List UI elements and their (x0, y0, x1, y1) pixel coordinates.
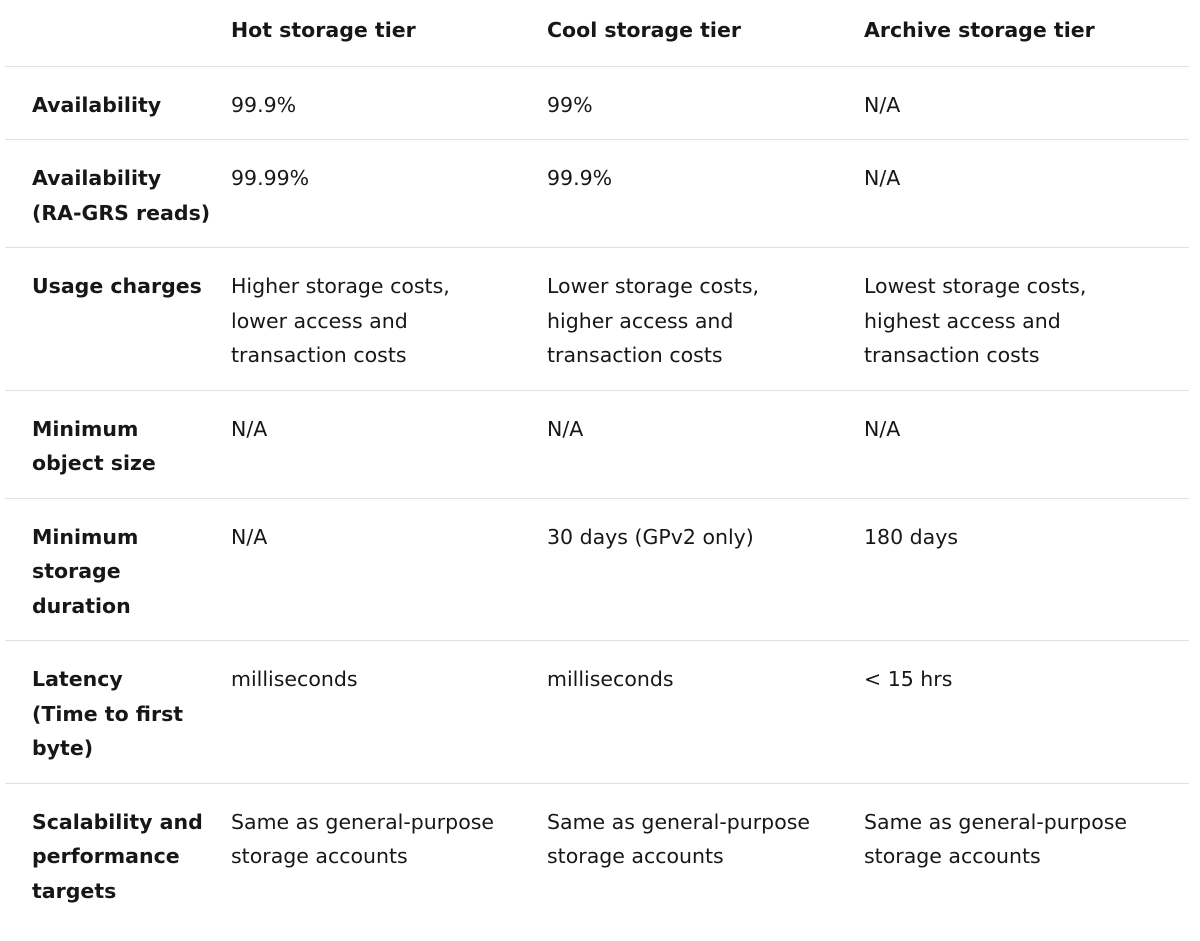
hot-tier-cell-line: milliseconds (231, 667, 358, 691)
cool-tier-cell: 30 days (GPv2 only) (544, 498, 861, 641)
cool-tier-cell: Lower storage costs, higher access and tra… (544, 248, 861, 391)
archive-tier-cell: N/A (861, 66, 1189, 140)
hot-tier-cell: Higher storage costs, lower access and tra… (228, 248, 544, 391)
archive-tier-cell-line: N/A (864, 166, 901, 190)
cool-tier-cell: Same as general-purpose storage accounts (544, 783, 861, 925)
cool-tier-cell-line: Lower storage costs, (547, 274, 760, 298)
archive-tier-cell-line: storage accounts (864, 844, 1041, 868)
archive-tier-cell-line: 180 days (864, 524, 959, 549)
row-label-line: targets (32, 878, 117, 903)
table-header: Hot storage tier Cool storage tier Archi… (5, 0, 1189, 67)
row-label-line: (Time to first (32, 701, 184, 726)
hot-tier-cell: 99.9% (228, 66, 544, 140)
cool-tier-cell: 99% (544, 66, 861, 140)
cool-tier-cell-line: 99% (547, 92, 593, 117)
archive-tier-cell: Same as general-purpose storage accounts (861, 783, 1189, 925)
archive-tier-cell-line: N/A (864, 92, 901, 117)
row-label-line: Minimum (32, 524, 139, 549)
hot-tier-cell-line: storage accounts (231, 844, 408, 868)
row-label-line: Minimum (32, 416, 139, 441)
cool-tier-cell-line: storage accounts (547, 844, 724, 868)
hot-tier-cell-line: Higher storage costs, (231, 274, 450, 298)
hot-tier-cell: N/A (228, 498, 544, 641)
row-label-line: duration (32, 593, 131, 618)
row-label: Usage charges (5, 248, 228, 391)
header-archive-tier: Archive storage tier (861, 0, 1189, 67)
row-label-line: Latency (32, 667, 123, 691)
cool-tier-cell-line: Same as general-purpose (547, 809, 811, 834)
hot-tier-cell-line: 99.9% (231, 92, 297, 117)
storage-tier-comparison-table: Hot storage tier Cool storage tier Archi… (5, 0, 1189, 925)
archive-tier-cell: 180 days (861, 498, 1189, 641)
table-row: Availability (RA-GRS reads) 99.99% 99.9% N/A (5, 140, 1189, 248)
row-label-line: Scalability and (32, 809, 203, 834)
row-label-line: storage (32, 559, 121, 583)
table-row: Latency (Time to first byte) milliseconds mi… (5, 641, 1189, 784)
header-empty-cell (5, 0, 228, 67)
row-label-line: performance (32, 844, 180, 868)
cool-tier-cell-line: milliseconds (547, 667, 674, 691)
row-label-line: (RA-GRS reads) (32, 200, 211, 225)
hot-tier-cell: Same as general-purpose storage accounts (228, 783, 544, 925)
hot-tier-cell: milliseconds (228, 641, 544, 784)
row-label: Scalability and performance targets (5, 783, 228, 925)
header-hot-tier: Hot storage tier (228, 0, 544, 67)
row-label: Minimum object size (5, 390, 228, 498)
cool-tier-cell-line: higher access and (547, 308, 734, 333)
cool-tier-cell: N/A (544, 390, 861, 498)
row-label-line: byte) (32, 736, 94, 760)
table-row: Scalability and performance targets Same as… (5, 783, 1189, 925)
hot-tier-cell: N/A (228, 390, 544, 498)
header-cool-tier: Cool storage tier (544, 0, 861, 67)
cool-tier-cell-line: 99.9% (547, 166, 613, 190)
archive-tier-cell-line: Lowest storage costs, (864, 274, 1087, 298)
hot-tier-cell-line: Same as general-purpose (231, 809, 495, 834)
cool-tier-cell-line: transaction costs (547, 343, 723, 367)
cool-tier-cell-line: N/A (547, 416, 584, 441)
archive-tier-cell: N/A (861, 140, 1189, 248)
cool-tier-cell: 99.9% (544, 140, 861, 248)
archive-tier-cell: < 15 hrs (861, 641, 1189, 784)
hot-tier-cell-line: 99.99% (231, 166, 310, 190)
table-row: Minimum storage duration N/A 30 days (GPv2 o… (5, 498, 1189, 641)
archive-tier-cell-line: N/A (864, 416, 901, 441)
row-label: Latency (Time to first byte) (5, 641, 228, 784)
archive-tier-cell-line: < 15 hrs (864, 667, 953, 691)
archive-tier-cell-line: Same as general-purpose (864, 809, 1128, 834)
table-row: Availability 99.9% 99% N/A (5, 66, 1189, 140)
archive-tier-cell: N/A (861, 390, 1189, 498)
hot-tier-cell-line: N/A (231, 416, 268, 441)
table-row: Minimum object size N/A N/A N/A (5, 390, 1189, 498)
row-label: Minimum storage duration (5, 498, 228, 641)
hot-tier-cell-line: transaction costs (231, 343, 407, 367)
table-row: Usage charges Higher storage costs, lower … (5, 248, 1189, 391)
hot-tier-cell-line: lower access and (231, 308, 408, 333)
archive-tier-cell: Lowest storage costs, highest access and t… (861, 248, 1189, 391)
table-body: Availability 99.9% 99% N/A Availability (RA-G… (5, 66, 1189, 925)
hot-tier-cell-line: N/A (231, 524, 268, 549)
cool-tier-cell: milliseconds (544, 641, 861, 784)
archive-tier-cell-line: highest access and (864, 308, 1061, 333)
archive-tier-cell-line: transaction costs (864, 343, 1040, 367)
row-label-line: Availability (32, 166, 162, 190)
row-label-line: Usage charges (32, 274, 202, 298)
hot-tier-cell: 99.99% (228, 140, 544, 248)
row-label-line: object size (32, 451, 156, 475)
header-row: Hot storage tier Cool storage tier Archi… (5, 0, 1189, 67)
row-label: Availability (5, 66, 228, 140)
row-label-line: Availability (32, 92, 162, 117)
cool-tier-cell-line: 30 days (GPv2 only) (547, 524, 754, 549)
row-label: Availability (RA-GRS reads) (5, 140, 228, 248)
